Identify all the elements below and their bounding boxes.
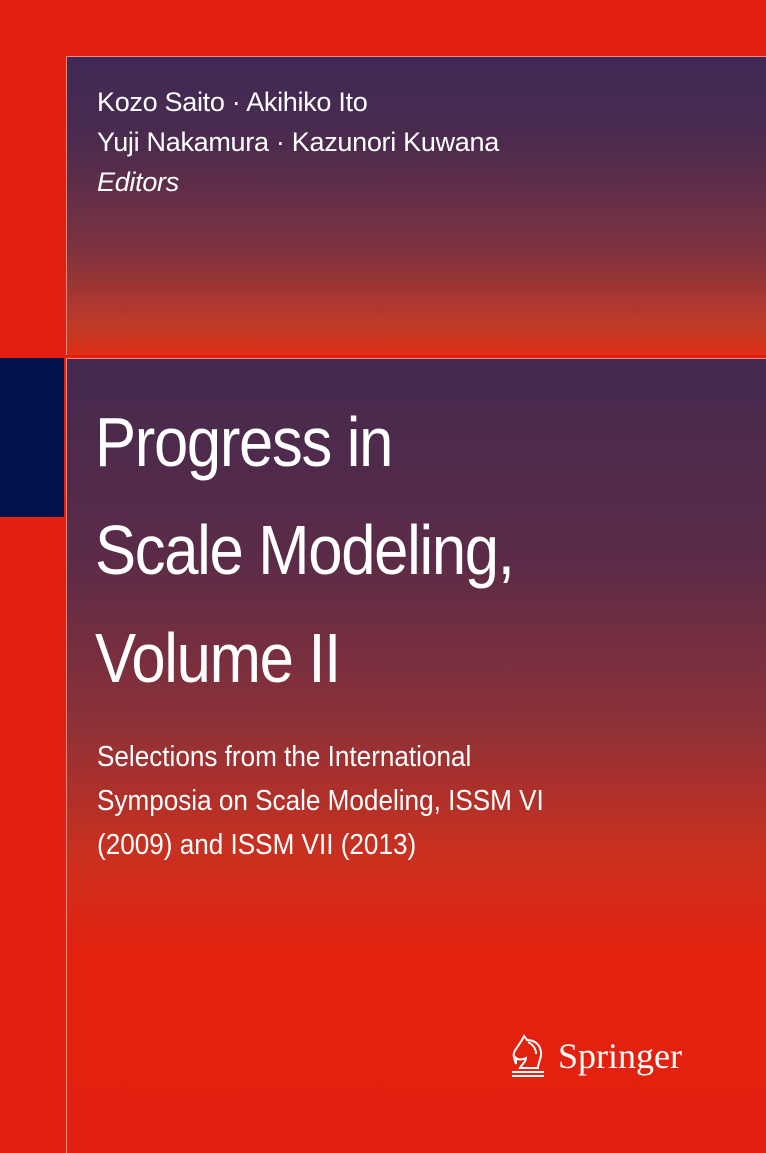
springer-horse-icon [512, 1034, 544, 1077]
publisher-logo: Springer [508, 1034, 682, 1078]
subtitle-line: Symposia on Scale Modeling, ISSM VI [97, 785, 544, 817]
title-line: Progress in [95, 403, 393, 481]
book-title: Progress in Scale Modeling, Volume II [95, 388, 515, 712]
title-line: Volume II [95, 619, 341, 697]
author-line: Yuji Nakamura · Kazunori Kuwana [97, 127, 499, 157]
navy-block [0, 358, 64, 517]
title-line: Scale Modeling, [95, 511, 515, 589]
editors: Kozo Saito · Akihiko Ito Yuji Nakamura ·… [97, 82, 499, 202]
top-panel [66, 56, 766, 355]
book-subtitle: Selections from the International Sympos… [97, 735, 544, 867]
editors-label: Editors [97, 167, 179, 197]
subtitle-line: (2009) and ISSM VII (2013) [97, 829, 417, 861]
publisher-name: Springer [558, 1036, 682, 1076]
main-panel [66, 358, 766, 1153]
author-line: Kozo Saito · Akihiko Ito [97, 87, 368, 117]
subtitle-line: Selections from the International [97, 741, 472, 773]
